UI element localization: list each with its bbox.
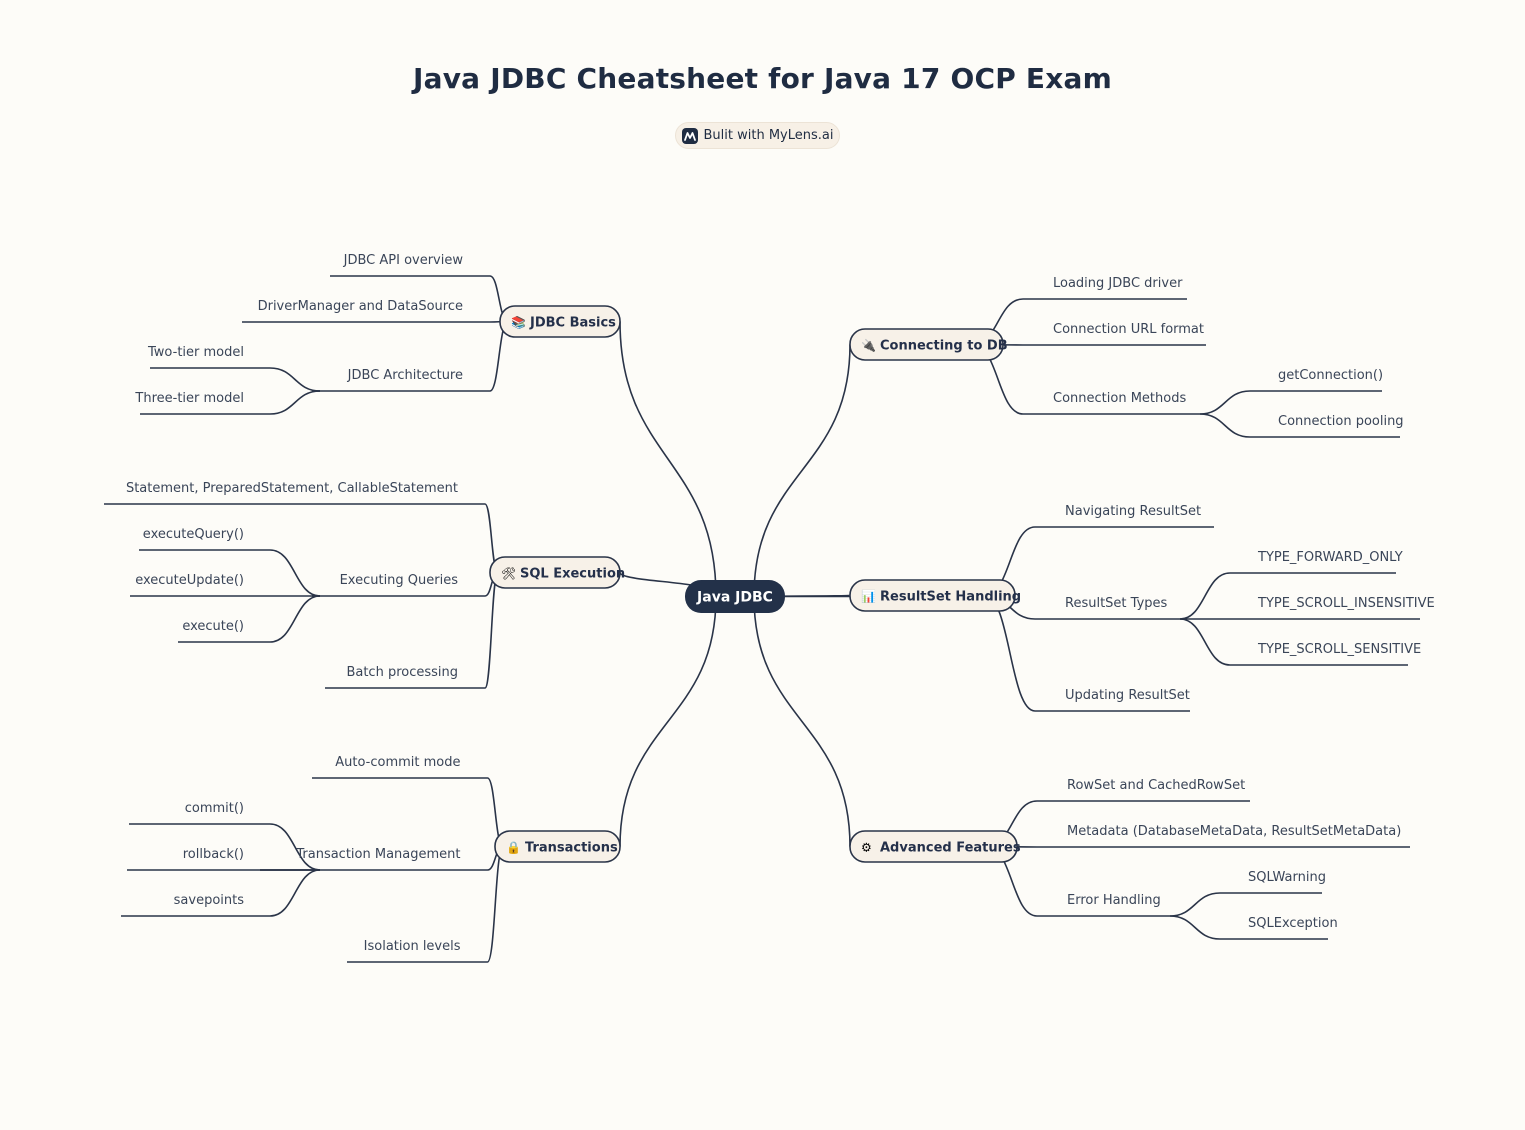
leaf-connection-pooling: Connection pooling	[1278, 414, 1404, 429]
root-pill[interactable]	[685, 580, 785, 613]
edge-leaf-isolation-levels	[486, 845, 504, 963]
edge-root-connecting	[753, 344, 851, 597]
branch-pill-jdbc-basics[interactable]	[499, 305, 621, 338]
books-icon: 📚	[511, 316, 526, 330]
branch-pill-resultset[interactable]	[849, 579, 1016, 612]
branch-label-resultset: ResultSet Handling	[880, 590, 1021, 605]
edge-leaf-executequery	[269, 549, 321, 597]
edge-leaf-sqlwarning	[1169, 892, 1221, 917]
edge-leaf-type-forward-only	[1179, 572, 1231, 620]
leaf-getconnection: getConnection()	[1278, 368, 1383, 383]
leaf-loading-jdbc-driver: Loading JDBC driver	[1053, 276, 1183, 291]
branch-connecting[interactable]: 🔌 Connecting to DB	[849, 328, 1008, 361]
leaf-two-tier-model: Two-tier model	[147, 345, 244, 360]
branch-jdbc-basics[interactable]: 📚 JDBC Basics	[499, 305, 621, 338]
leaf-type-scroll-insensitive: TYPE_SCROLL_INSENSITIVE	[1257, 596, 1435, 611]
branch-label-advanced: Advanced Features	[880, 841, 1021, 856]
leaf-rollback: rollback()	[183, 847, 244, 862]
root-node[interactable]: Java JDBC	[685, 580, 785, 613]
leaf-three-tier-model: Three-tier model	[134, 391, 244, 406]
leaf-auto-commit-mode: Auto-commit mode	[335, 755, 460, 770]
branch-pill-advanced[interactable]	[849, 830, 1018, 863]
edge-leaf-connection-pooling	[1199, 413, 1251, 438]
branch-label-connecting: Connecting to DB	[880, 339, 1008, 354]
edge-leaf-sqlexception	[1169, 915, 1221, 940]
edge-leaf-three-tier-model	[269, 390, 321, 415]
leaf-executeupdate: executeUpdate()	[135, 573, 244, 588]
branch-pill-transactions[interactable]	[494, 830, 621, 863]
leaf-executequery: executeQuery()	[143, 527, 244, 542]
branch-pill-connecting[interactable]	[849, 328, 1004, 361]
leaf-isolation-levels: Isolation levels	[364, 939, 461, 954]
leaf-type-forward-only: TYPE_FORWARD_ONLY	[1257, 550, 1403, 565]
leaf-savepoints: savepoints	[174, 893, 245, 908]
edge-leaf-savepoints	[269, 869, 321, 917]
branch-advanced[interactable]: ⚙ Advanced Features	[849, 830, 1021, 863]
leaf-drivermanager-and-datasource: DriverManager and DataSource	[258, 299, 463, 314]
leaf-metadata-databasemetadata-resultsetmetadata: Metadata (DatabaseMetaData, ResultSetMet…	[1067, 824, 1401, 839]
badge-text: Bulit with MyLens.ai	[703, 128, 834, 143]
leaf-connection-url-format: Connection URL format	[1053, 322, 1204, 337]
leaf-jdbc-architecture: JDBC Architecture	[347, 368, 463, 383]
edge-root-transactions	[619, 596, 717, 847]
leaf-resultset-types: ResultSet Types	[1065, 596, 1168, 611]
branch-sql-execution[interactable]: 🛠 SQL Execution	[489, 556, 625, 589]
leaf-sqlwarning: SQLWarning	[1248, 870, 1326, 885]
edge-leaf-two-tier-model	[269, 367, 321, 392]
branch-label-transactions: Transactions	[525, 841, 618, 856]
plug-icon: 🔌	[861, 339, 876, 353]
leaf-statement-preparedstatement-callablestatement: Statement, PreparedStatement, CallableSt…	[126, 481, 458, 496]
leaf-type-scroll-sensitive: TYPE_SCROLL_SENSITIVE	[1257, 642, 1421, 657]
bar-chart-icon: 📊	[861, 590, 876, 604]
edge-leaf-updating-resultset	[984, 594, 1036, 712]
built-with-badge[interactable]: Bulit with MyLens.ai	[675, 122, 840, 149]
tools-icon: 🛠	[501, 567, 516, 581]
branch-pill-sql-execution[interactable]	[489, 556, 621, 589]
branch-label-sql-execution: SQL Execution	[520, 567, 625, 582]
leaf-executing-queries: Executing Queries	[340, 573, 459, 588]
leaf-sqlexception: SQLException	[1248, 916, 1338, 931]
gear-icon: ⚙	[861, 841, 872, 855]
page-title: Java JDBC Cheatsheet for Java 17 OCP Exa…	[413, 62, 1112, 95]
branch-resultset[interactable]: 📊 ResultSet Handling	[849, 579, 1021, 612]
edge-leaf-type-scroll-sensitive	[1179, 618, 1231, 666]
branch-label-jdbc-basics: JDBC Basics	[529, 316, 616, 331]
leaf-execute: execute()	[182, 619, 244, 634]
edge-root-advanced	[753, 596, 851, 847]
leaf-rowset-and-cachedrowset: RowSet and CachedRowSet	[1067, 778, 1245, 793]
edge-leaf-getconnection	[1199, 390, 1251, 415]
leaf-batch-processing: Batch processing	[346, 665, 458, 680]
edges	[104, 275, 1420, 963]
leaf-transaction-management: Transaction Management	[295, 847, 460, 862]
leaf-navigating-resultset: Navigating ResultSet	[1065, 504, 1201, 519]
leaf-connection-methods: Connection Methods	[1053, 391, 1186, 406]
leaf-commit: commit()	[185, 801, 244, 816]
root-label: Java JDBC	[696, 590, 773, 606]
edge-leaf-commit	[269, 823, 321, 871]
mylens-logo-icon	[681, 127, 698, 144]
lock-icon: 🔒	[506, 841, 521, 855]
leaf-jdbc-api-overview: JDBC API overview	[343, 253, 464, 268]
nodes: JDBC API overview DriverManager and DataS…	[126, 253, 1435, 954]
edge-leaf-execute	[269, 595, 321, 643]
edge-root-jdbc-basics	[619, 321, 717, 597]
edge-leaf-batch-processing	[484, 571, 499, 689]
leaf-updating-resultset: Updating ResultSet	[1065, 688, 1190, 703]
leaf-error-handling: Error Handling	[1067, 893, 1161, 908]
branch-transactions[interactable]: 🔒 Transactions	[494, 830, 621, 863]
